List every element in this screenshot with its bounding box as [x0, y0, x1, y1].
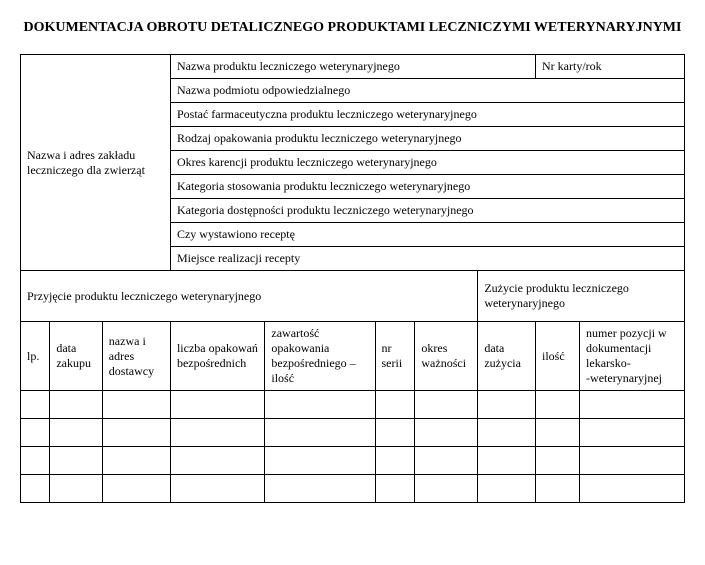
prescription-issued-label: Czy wystawiono receptę [170, 223, 684, 247]
withdrawal-period-label: Okres karencji produktu leczniczego wete… [170, 151, 684, 175]
usage-category-label: Kategoria stosowania produktu leczniczeg… [170, 175, 684, 199]
col-lp: lp. [21, 322, 50, 391]
table-row [21, 475, 685, 503]
col-purchase-date: data zakupu [50, 322, 102, 391]
main-table: Nazwa i adres zakładu leczniczego dla zw… [20, 54, 685, 503]
col-quantity: ilość [536, 322, 580, 391]
section-intake-header: Przyjęcie produktu leczniczego weterynar… [21, 271, 478, 322]
table-row [21, 391, 685, 419]
availability-category-label: Kategoria dostępności produktu lecznicze… [170, 199, 684, 223]
table-row [21, 447, 685, 475]
col-package-content: zawartość opakowania bezpośredniego – il… [265, 322, 375, 391]
card-number-label: Nr karty/rok [536, 55, 685, 79]
packaging-type-label: Rodzaj opakowania produktu leczniczego w… [170, 127, 684, 151]
table-row [21, 419, 685, 447]
pharmaceutical-form-label: Postać farmaceutyczna produktu lecznicze… [170, 103, 684, 127]
document-title: DOKUMENTACJA OBROTU DETALICZNEGO PRODUKT… [20, 20, 685, 36]
col-package-count: liczba opakowań bezpośrednich [170, 322, 264, 391]
product-name-label: Nazwa produktu leczniczego weterynaryjne… [170, 55, 535, 79]
responsible-entity-label: Nazwa podmiotu odpowiedzialnego [170, 79, 684, 103]
col-expiry: okres ważności [415, 322, 478, 391]
col-batch-number: nr serii [375, 322, 415, 391]
facility-name-address: Nazwa i adres zakładu leczniczego dla zw… [21, 55, 171, 271]
col-supplier: nazwa i adres dostawcy [102, 322, 170, 391]
section-usage-header: Zużycie produktu leczniczego weterynaryj… [478, 271, 685, 322]
col-doc-position: numer pozycji w dokumentacji lekarsko- -… [580, 322, 685, 391]
col-usage-date: data zużycia [478, 322, 536, 391]
prescription-fulfillment-label: Miejsce realizacji recepty [170, 247, 684, 271]
